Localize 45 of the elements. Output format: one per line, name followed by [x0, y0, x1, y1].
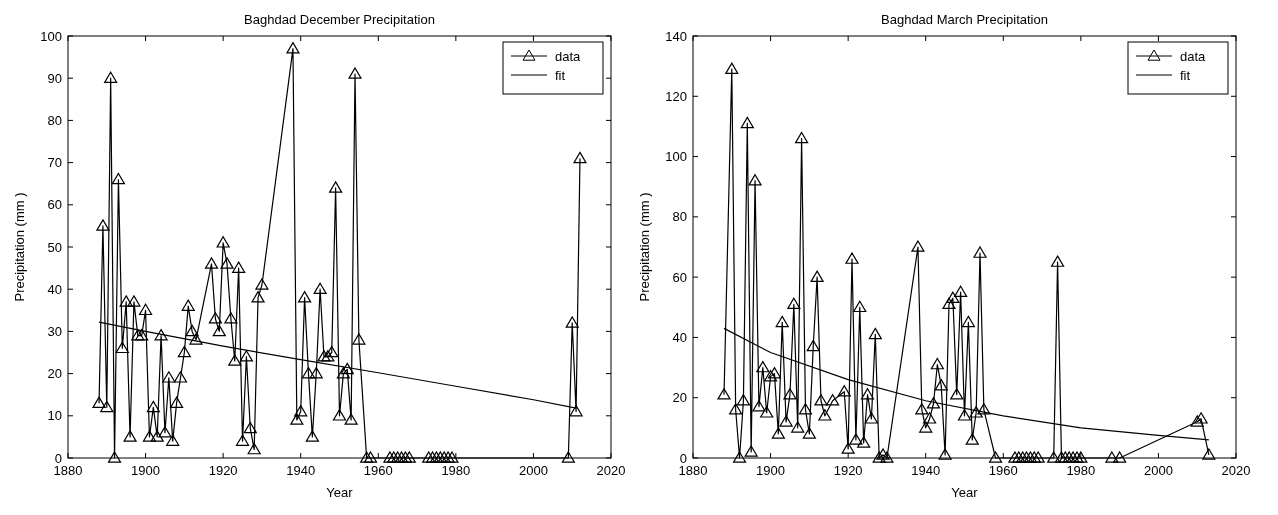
x-axis-title: Year [951, 485, 979, 500]
x-tick-label: 1880 [53, 463, 83, 478]
legend-label: fit [1180, 67, 1191, 83]
y-tick-label: 20 [672, 390, 687, 406]
y-axis-title: Precipitation (mm ) [12, 192, 27, 302]
y-tick-label: 30 [47, 323, 62, 339]
y-tick-label: 70 [47, 155, 62, 171]
x-tick-label: 1920 [833, 463, 863, 478]
y-tick-label: 100 [40, 28, 62, 44]
y-tick-label: 80 [672, 209, 687, 225]
legend-label: data [1180, 48, 1207, 64]
x-tick-label: 1940 [911, 463, 941, 478]
y-tick-label: 90 [47, 70, 62, 86]
x-tick-label: 2000 [1143, 463, 1173, 478]
y-tick-label: 60 [672, 269, 687, 285]
x-tick-label: 1880 [678, 463, 708, 478]
x-tick-label: 1900 [756, 463, 786, 478]
y-tick-label: 50 [47, 239, 62, 255]
x-tick-label: 2000 [518, 463, 548, 478]
x-tick-label: 1920 [208, 463, 238, 478]
x-tick-label: 2020 [596, 463, 626, 478]
y-tick-label: 80 [47, 112, 62, 128]
y-tick-label: 100 [665, 149, 687, 165]
x-tick-label: 1980 [1066, 463, 1096, 478]
chart-title: Baghdad December Precipitation [244, 12, 435, 27]
x-tick-label: 1940 [286, 463, 316, 478]
x-tick-label: 1960 [363, 463, 393, 478]
y-tick-label: 40 [672, 329, 687, 345]
y-axis-title: Precipitation (mm ) [637, 192, 652, 302]
legend-label: fit [555, 67, 566, 83]
y-tick-label: 140 [665, 28, 687, 44]
y-tick-label: 20 [47, 366, 62, 382]
y-tick-label: 40 [47, 281, 62, 297]
y-tick-label: 0 [54, 450, 62, 466]
legend-label: data [555, 48, 582, 64]
x-tick-label: 2020 [1221, 463, 1251, 478]
x-tick-label: 1900 [131, 463, 161, 478]
x-tick-label: 1960 [988, 463, 1018, 478]
y-tick-label: 60 [47, 197, 62, 213]
y-tick-label: 120 [665, 88, 687, 104]
y-tick-label: 0 [679, 450, 687, 466]
y-tick-label: 10 [47, 408, 62, 424]
x-axis-title: Year [326, 485, 354, 500]
chart-title: Baghdad March Precipitation [881, 12, 1048, 27]
x-tick-label: 1980 [441, 463, 471, 478]
